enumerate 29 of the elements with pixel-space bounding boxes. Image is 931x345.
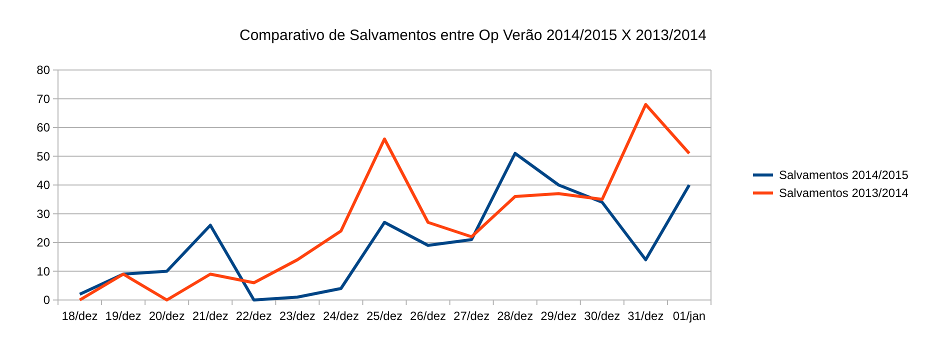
x-tick-label: 30/dez xyxy=(584,309,620,323)
x-tick-label: 23/dez xyxy=(279,309,316,323)
line-series xyxy=(78,103,691,302)
x-tick-label: 20/dez xyxy=(148,309,185,323)
y-tick-label: 20 xyxy=(36,236,50,250)
y-tick-label: 10 xyxy=(36,264,50,278)
x-tick-label: 28/dez xyxy=(497,309,534,323)
line-series xyxy=(78,152,691,302)
y-tick-label: 60 xyxy=(36,120,50,135)
x-tick-label: 01/jan xyxy=(672,309,706,323)
x-tick-label: 25/dez xyxy=(366,309,403,323)
x-tick-label: 26/dez xyxy=(410,309,446,323)
x-tick-label: 18/dez xyxy=(62,309,98,323)
y-tick-label: 30 xyxy=(36,206,50,221)
chart-title: Comparativo de Salvamentos entre Op Verão 2014/2015 X 2013/2014 xyxy=(240,27,706,44)
x-tick-label: 19/dez xyxy=(105,309,142,323)
x-tick-label: 29/dez xyxy=(540,309,577,323)
x-tick-label: 31/dez xyxy=(628,309,664,323)
y-tick-label: 0 xyxy=(43,293,50,308)
x-tick-label: 22/dez xyxy=(236,309,272,323)
x-tick-label: 21/dez xyxy=(192,309,228,323)
y-tick-label: 50 xyxy=(36,149,50,164)
legend-label: Salvamentos 2014/2015 xyxy=(779,168,909,182)
x-tick-label: 27/dez xyxy=(454,309,490,323)
y-tick-label: 70 xyxy=(36,92,50,106)
x-tick-label: 24/dez xyxy=(322,309,359,323)
legend-label: Salvamentos 2013/2014 xyxy=(779,186,909,200)
y-tick-label: 80 xyxy=(36,63,50,78)
y-tick-label: 40 xyxy=(36,178,50,192)
